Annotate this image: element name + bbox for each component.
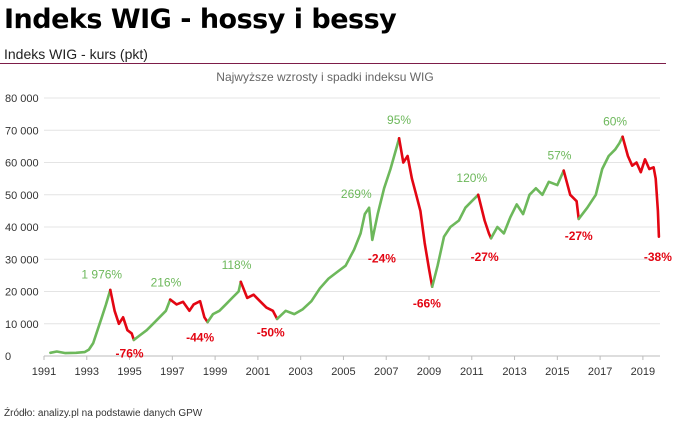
fall-label: -76% <box>116 347 144 361</box>
x-tick-label: 2019 <box>631 366 655 378</box>
rise-segment <box>206 280 243 324</box>
y-axis: 0 10 000 20 000 30 000 40 000 50 000 60 000 70 … <box>5 93 39 363</box>
x-axis: 1991 1993 1995 1997 1999 2001 2003 2005 2007 2009… <box>32 356 655 378</box>
x-tick-label: 2017 <box>588 366 612 378</box>
grid-lines <box>44 97 660 357</box>
fall-segment <box>476 193 493 240</box>
rise-segment <box>489 169 565 240</box>
fall-label: -27% <box>565 229 593 243</box>
y-tick-label: 80 000 <box>5 93 39 105</box>
x-tick-label: 1991 <box>32 366 56 378</box>
x-tick-label: 2011 <box>460 366 484 378</box>
rise-label: 216% <box>151 276 182 290</box>
fall-segment <box>109 288 136 342</box>
x-tick-label: 1993 <box>75 366 99 378</box>
x-tick-label: 1997 <box>160 366 184 378</box>
rise-segment <box>577 135 624 221</box>
x-tick-label: 1999 <box>203 366 227 378</box>
y-tick-label: 20 000 <box>5 287 39 299</box>
rise-segment <box>275 137 401 321</box>
fall-label: -38% <box>644 250 672 264</box>
fall-segment <box>168 298 209 324</box>
fall-segment <box>621 135 661 238</box>
y-tick-label: 50 000 <box>5 190 39 202</box>
chart-svg: Najwyższe wzrosty i spadki indeksu WIG 0… <box>5 70 672 378</box>
rise-segment <box>49 288 112 355</box>
y-tick-label: 40 000 <box>5 222 39 234</box>
y-tick-label: 30 000 <box>5 254 39 266</box>
rise-segment <box>430 193 480 288</box>
page-title: Indeks WIG - hossy i bessy <box>4 4 397 35</box>
source-note: Źródło: analizy.pl na podstawie danych G… <box>4 408 203 419</box>
fall-segment <box>239 280 279 321</box>
fall-label: -44% <box>186 330 214 344</box>
y-tick-label: 60 000 <box>5 158 39 170</box>
fall-segment <box>562 169 580 221</box>
fall-label: -50% <box>257 326 285 340</box>
x-tick-label: 2003 <box>288 366 312 378</box>
page-subtitle: Indeks WIG - kurs (pkt) <box>4 46 148 62</box>
x-tick-label: 1995 <box>117 366 141 378</box>
y-tick-label: 10 000 <box>5 319 39 331</box>
x-tick-label: 2013 <box>502 366 526 378</box>
rise-label: 118% <box>222 258 252 272</box>
index-line <box>49 135 661 355</box>
rise-segment <box>132 298 172 342</box>
fall-label: -27% <box>471 250 499 264</box>
x-tick-label: 2005 <box>331 366 355 378</box>
fall-segment <box>397 137 434 288</box>
change-labels: 1 976% -76% 216% -44% 118% -50% 269% -24% 95% -66… <box>81 113 672 361</box>
x-tick-label: 2001 <box>246 366 270 378</box>
chart-title: Najwyższe wzrosty i spadki indeksu WIG <box>216 70 433 84</box>
y-tick-label: 0 <box>5 351 11 363</box>
rise-label: 60% <box>603 114 627 128</box>
x-tick-label: 2009 <box>417 366 441 378</box>
wig-chart: Najwyższe wzrosty i spadki indeksu WIG 0… <box>0 64 679 396</box>
fall-label: -24% <box>368 251 396 265</box>
x-tick-label: 2007 <box>374 366 398 378</box>
y-tick-label: 70 000 <box>5 125 39 137</box>
rise-label: 1 976% <box>81 268 122 282</box>
fall-label: -66% <box>413 297 441 311</box>
rise-label: 120% <box>456 171 487 185</box>
rise-label: 269% <box>341 187 372 201</box>
rise-label: 95% <box>387 113 411 127</box>
header-divider <box>0 63 666 64</box>
x-tick-label: 2015 <box>545 366 569 378</box>
rise-label: 57% <box>547 148 571 162</box>
